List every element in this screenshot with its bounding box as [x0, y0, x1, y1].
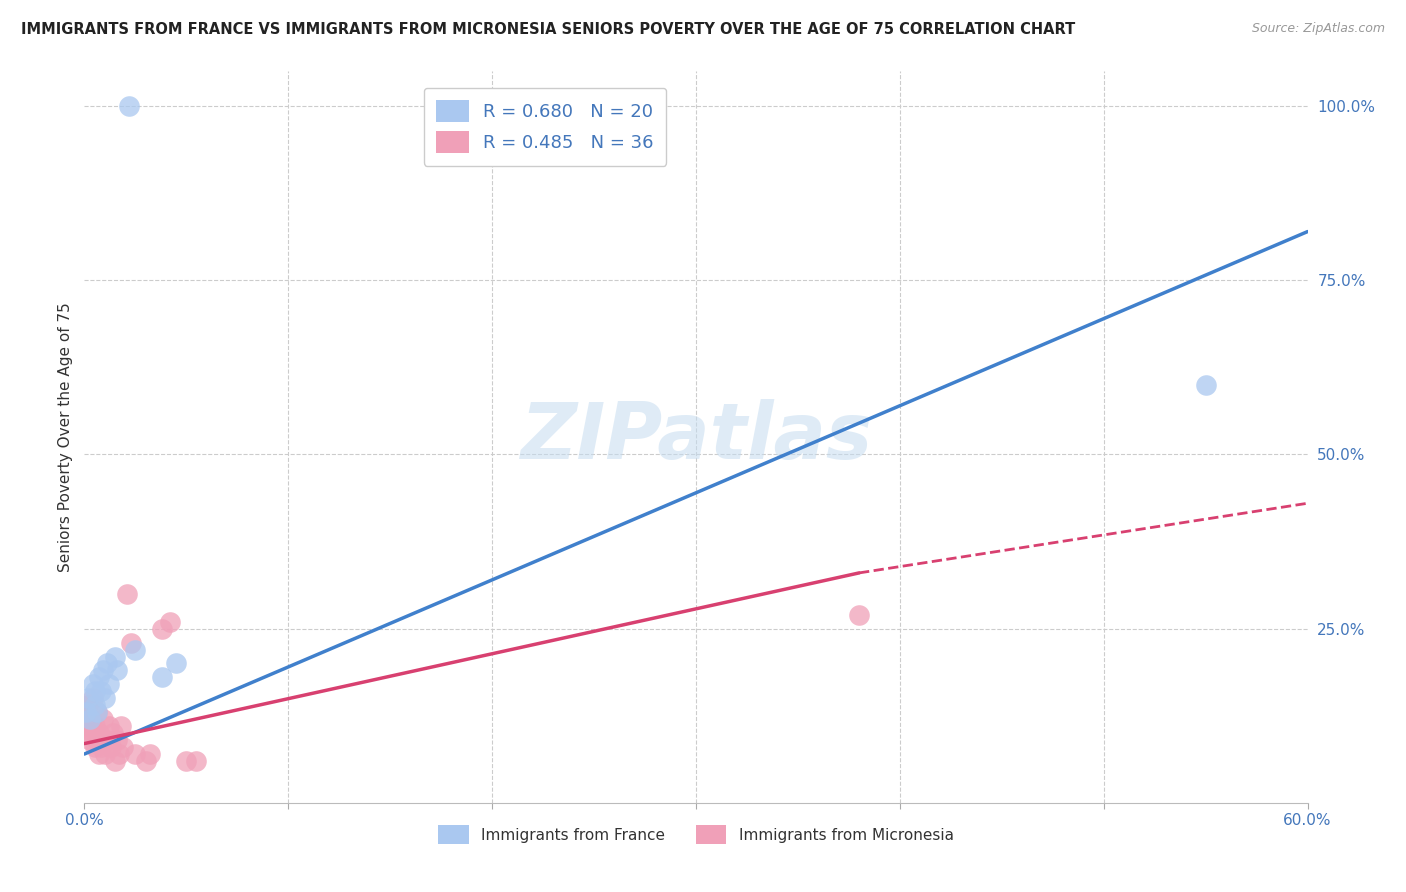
Point	[165, 657, 187, 671]
Text: IMMIGRANTS FROM FRANCE VS IMMIGRANTS FROM MICRONESIA SENIORS POVERTY OVER THE AG: IMMIGRANTS FROM FRANCE VS IMMIGRANTS FRO…	[21, 22, 1076, 37]
Point	[82, 726, 104, 740]
Point	[104, 649, 127, 664]
Point	[101, 726, 124, 740]
Point	[87, 670, 110, 684]
Point	[79, 712, 101, 726]
Point	[108, 747, 131, 761]
Point	[115, 587, 138, 601]
Point	[105, 733, 128, 747]
Point	[97, 719, 120, 733]
Point	[79, 733, 101, 747]
Point	[150, 622, 173, 636]
Point	[75, 705, 97, 719]
Text: ZIPatlas: ZIPatlas	[520, 399, 872, 475]
Point	[124, 642, 146, 657]
Point	[93, 691, 115, 706]
Point	[86, 733, 108, 747]
Point	[87, 726, 110, 740]
Point	[93, 747, 115, 761]
Point	[83, 698, 105, 713]
Point	[150, 670, 173, 684]
Point	[104, 754, 127, 768]
Point	[87, 747, 110, 761]
Point	[86, 705, 108, 719]
Point	[124, 747, 146, 761]
Point	[105, 664, 128, 678]
Point	[848, 607, 870, 622]
Point	[83, 684, 105, 698]
Point	[90, 740, 112, 755]
Point	[1195, 377, 1218, 392]
Point	[186, 754, 208, 768]
Point	[82, 691, 104, 706]
Point	[79, 712, 101, 726]
Point	[83, 719, 105, 733]
Text: Source: ZipAtlas.com: Source: ZipAtlas.com	[1251, 22, 1385, 36]
Point	[91, 712, 114, 726]
Point	[75, 726, 97, 740]
Point	[96, 657, 118, 671]
Point	[135, 754, 157, 768]
Point	[77, 698, 100, 713]
Point	[174, 754, 197, 768]
Point	[112, 740, 135, 755]
Point	[91, 664, 114, 678]
Point	[77, 719, 100, 733]
Point	[110, 719, 132, 733]
Point	[120, 635, 142, 649]
Point	[100, 740, 122, 755]
Point	[75, 705, 97, 719]
Point	[86, 705, 108, 719]
Point	[118, 99, 141, 113]
Point	[82, 677, 104, 691]
Point	[83, 740, 105, 755]
Point	[90, 684, 112, 698]
Y-axis label: Seniors Poverty Over the Age of 75: Seniors Poverty Over the Age of 75	[58, 302, 73, 572]
Point	[159, 615, 181, 629]
Point	[77, 691, 100, 706]
Point	[97, 677, 120, 691]
Legend: Immigrants from France, Immigrants from Micronesia: Immigrants from France, Immigrants from …	[432, 819, 960, 850]
Point	[138, 747, 160, 761]
Point	[96, 733, 118, 747]
